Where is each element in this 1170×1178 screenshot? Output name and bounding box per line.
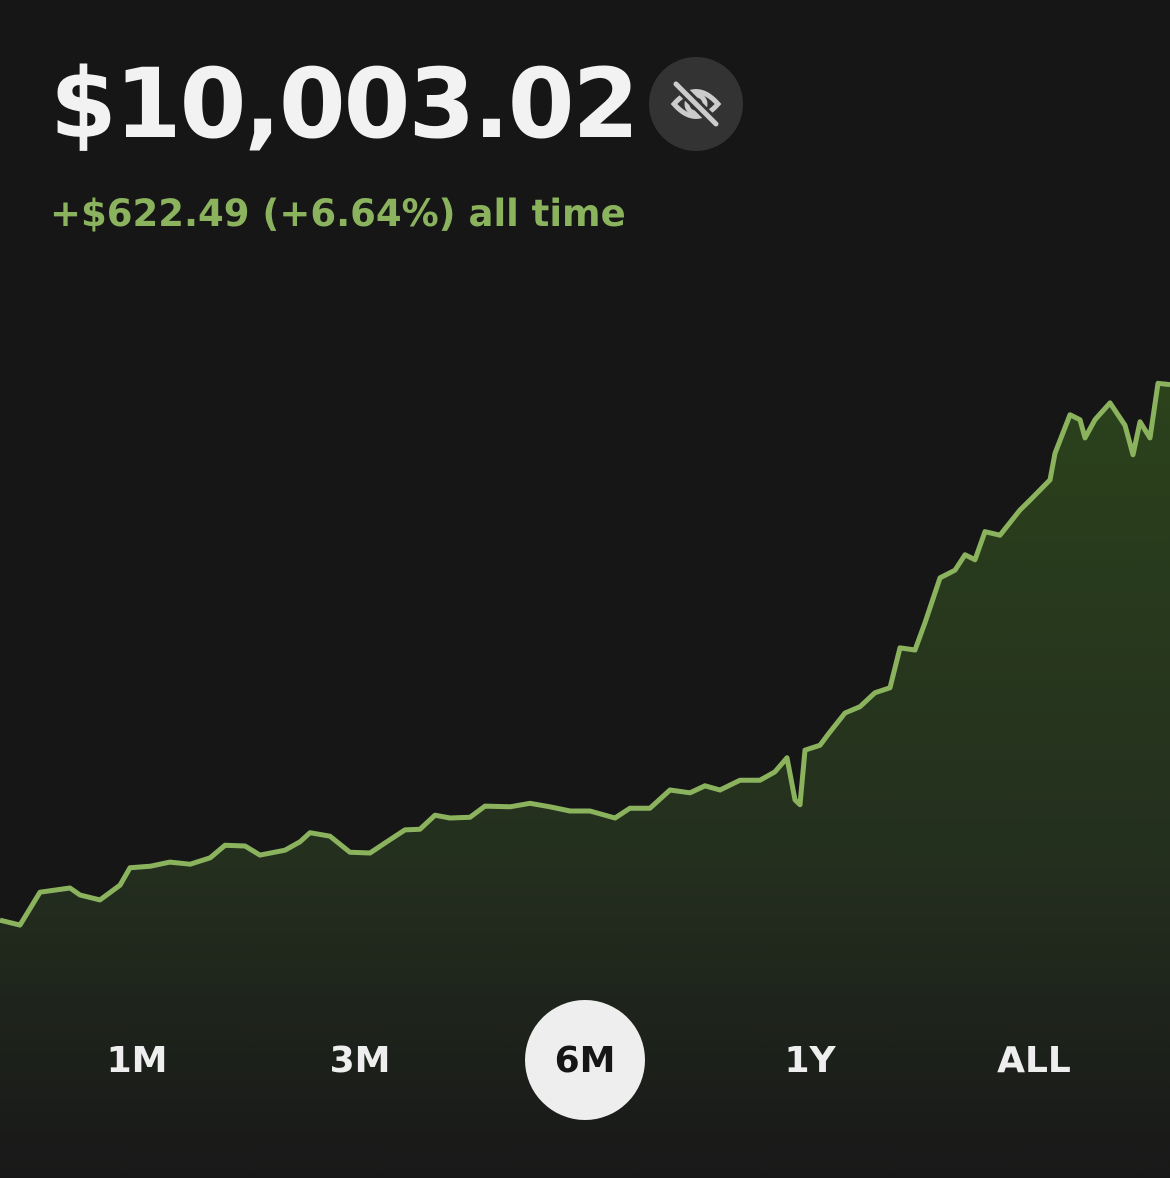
range-selector: 1M 3M 6M 1Y ALL — [0, 1000, 1170, 1120]
value-line — [0, 380, 1170, 928]
range-button[interactable]: 3M — [329, 1039, 391, 1081]
range-button[interactable]: 1Y — [784, 1039, 836, 1081]
balance: $10,003.02 — [50, 48, 639, 160]
eye-off-icon — [670, 80, 722, 128]
all-time-change: +$622.49 (+6.64%) all time — [50, 192, 626, 235]
range-button[interactable]: 1M — [106, 1039, 168, 1081]
hide-balance-button[interactable] — [649, 57, 743, 151]
range-button[interactable]: ALL — [997, 1039, 1071, 1081]
range-button[interactable]: 6M — [525, 1000, 645, 1120]
area-fill — [0, 383, 1170, 1178]
